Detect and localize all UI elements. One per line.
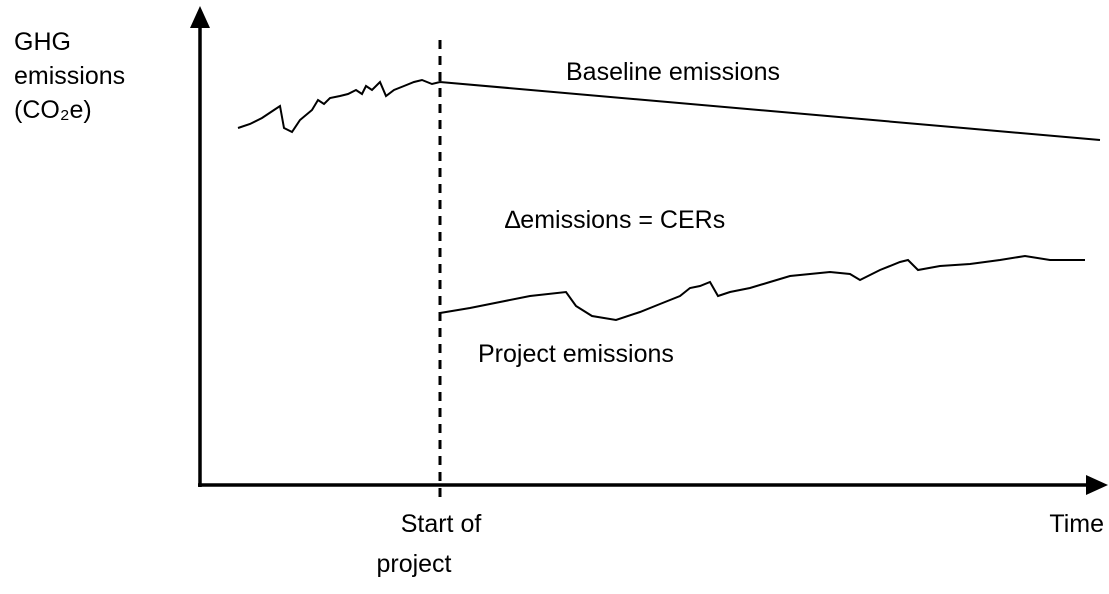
baseline-curve xyxy=(237,78,1101,141)
y-label: emissions xyxy=(14,62,125,90)
start-label: Start of xyxy=(401,510,482,538)
baseline-label: Baseline emissions xyxy=(566,58,780,86)
x-axis-arrow xyxy=(1086,475,1108,495)
x-label: Time xyxy=(1049,510,1104,538)
y-label: GHG xyxy=(14,28,71,56)
y-axis-arrow xyxy=(190,6,210,28)
y-label: (CO₂e) xyxy=(14,96,92,124)
project-curve xyxy=(439,254,1085,322)
project-label: Project emissions xyxy=(478,340,674,368)
start-label: project xyxy=(376,550,451,578)
delta-label: ∆emissions = CERs xyxy=(505,206,725,234)
